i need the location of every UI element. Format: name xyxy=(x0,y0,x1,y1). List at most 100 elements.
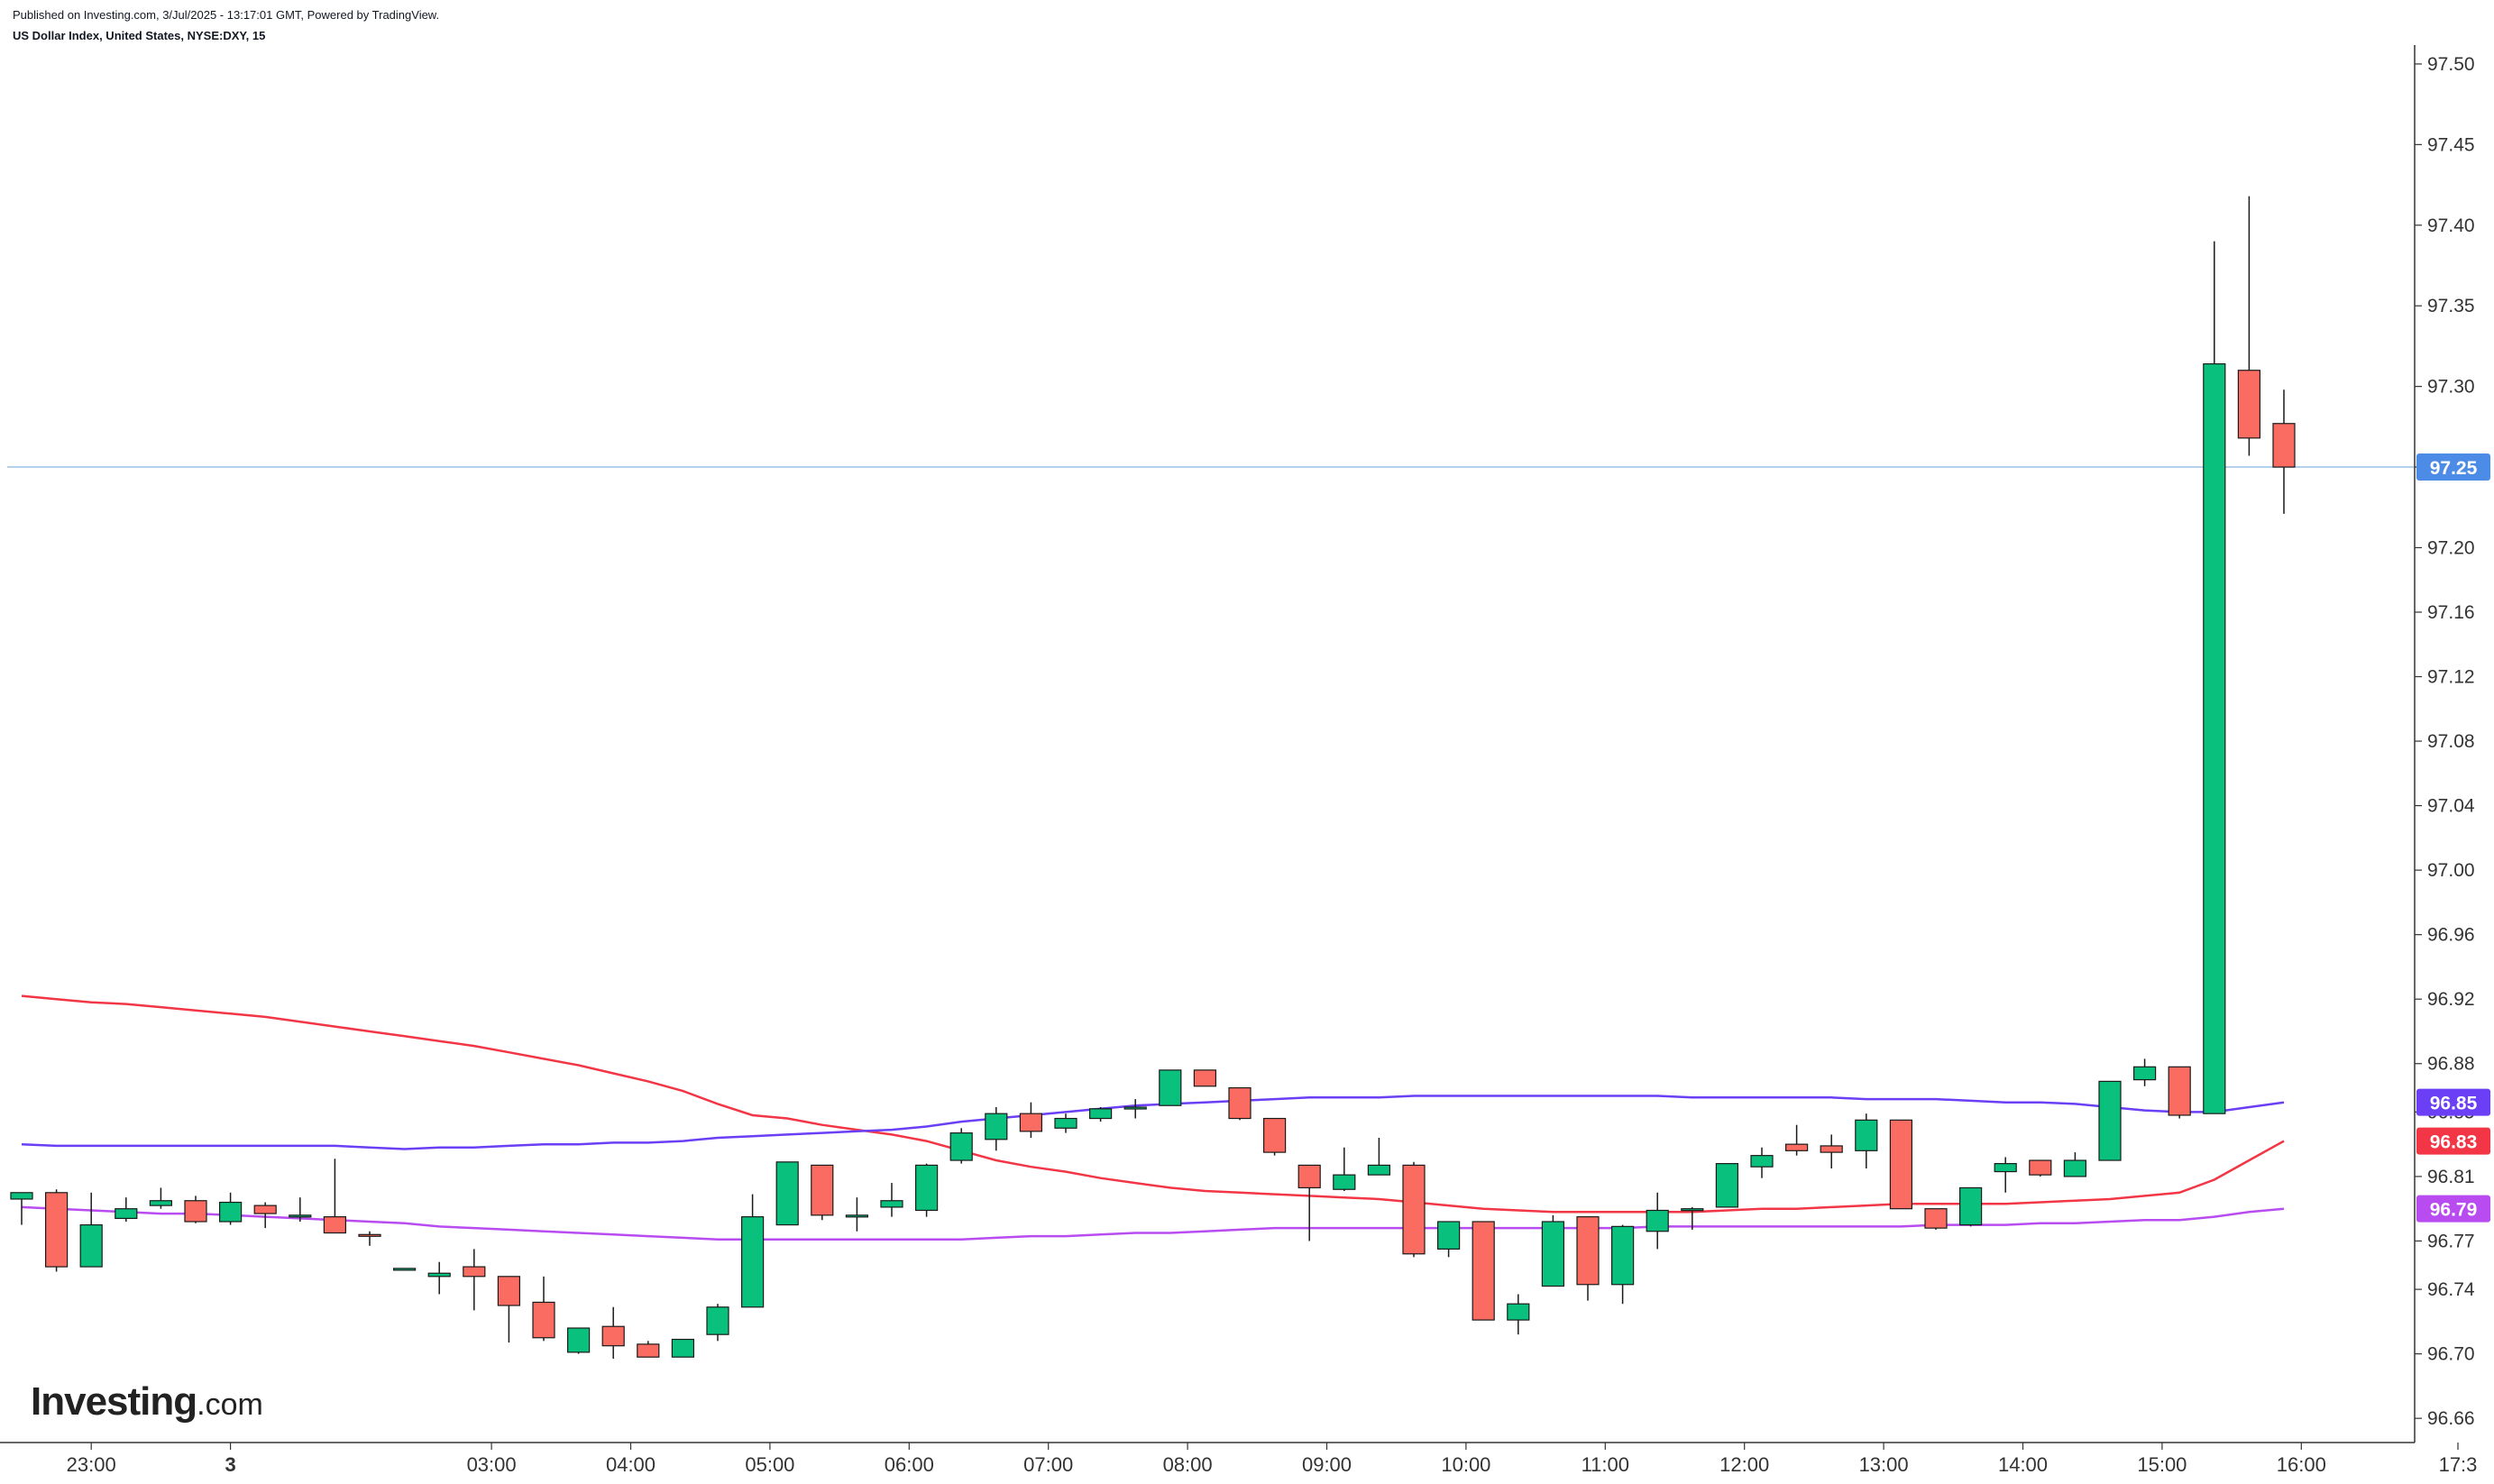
y-tick-label: 97.50 xyxy=(2427,54,2475,75)
y-tick-label: 97.20 xyxy=(2427,537,2475,558)
candle-body-up xyxy=(149,1200,172,1206)
candle xyxy=(1402,1161,1426,1258)
price-badge-bg xyxy=(2416,1195,2490,1223)
candle xyxy=(1262,1117,1287,1156)
candle-body-up xyxy=(1855,1119,1878,1151)
candle-body-down xyxy=(1889,1119,1912,1210)
candle xyxy=(79,1192,103,1268)
candle-body-up xyxy=(115,1208,138,1220)
candle xyxy=(2029,1159,2052,1177)
candle-body-up xyxy=(1959,1186,1983,1226)
candle-body-up xyxy=(2133,1066,2157,1081)
candle-body-down xyxy=(1784,1143,1809,1151)
candle xyxy=(1507,1294,1530,1335)
candle xyxy=(740,1194,765,1308)
candle-body-down xyxy=(1297,1164,1321,1189)
candle xyxy=(845,1197,869,1232)
candle-body-up xyxy=(1507,1303,1530,1321)
candle-body-up xyxy=(427,1272,451,1278)
y-tick-label: 97.30 xyxy=(2427,377,2475,398)
candle xyxy=(2063,1152,2086,1177)
candle xyxy=(1681,1206,1704,1230)
candle xyxy=(2098,1080,2122,1161)
candle-body-down xyxy=(1019,1113,1043,1132)
x-tick-label: 03:00 xyxy=(467,1453,517,1476)
candle-body-down xyxy=(601,1325,625,1347)
candle-body-down xyxy=(358,1233,381,1237)
candle-body-up xyxy=(985,1113,1008,1140)
candle xyxy=(2237,196,2260,456)
candle-body-up xyxy=(2203,362,2226,1114)
ma-purple-line xyxy=(21,1205,2285,1241)
candle xyxy=(10,1192,33,1225)
axes: 97.50 97.45 97.40 97.35 97.30 97.25 97.20 97.16… xyxy=(0,45,2477,1476)
candle xyxy=(532,1276,555,1342)
symbol-title: US Dollar Index, United States, NYSE:DXY… xyxy=(13,29,266,42)
x-tick-label: 09:00 xyxy=(1302,1453,1352,1476)
candle-body-up xyxy=(219,1201,243,1223)
candle-body-up xyxy=(289,1214,312,1218)
price-badge-label: 96.79 xyxy=(2430,1200,2478,1221)
candle-body-up xyxy=(706,1306,729,1335)
x-tick-label: 10:00 xyxy=(1441,1453,1490,1476)
investing-logo[interactable]: Investing.com xyxy=(31,1379,263,1424)
candle-body-up xyxy=(1333,1174,1356,1190)
candle xyxy=(1646,1192,1669,1250)
price-badge-bg xyxy=(2416,1088,2490,1116)
candle xyxy=(393,1268,417,1271)
candle xyxy=(1889,1119,1912,1210)
candle-body-down xyxy=(1924,1208,1948,1229)
x-tick-label: 04:00 xyxy=(606,1453,656,1476)
candle-body-up xyxy=(2063,1159,2086,1177)
candle xyxy=(44,1189,69,1272)
candle-body-down xyxy=(463,1266,486,1278)
candle-body-down xyxy=(1820,1145,1843,1153)
candle-body-up xyxy=(1750,1155,1774,1168)
candle-body-up xyxy=(740,1216,765,1308)
candle xyxy=(2203,241,2226,1114)
candle xyxy=(1159,1069,1182,1106)
price-badge-label: 96.85 xyxy=(2430,1094,2478,1114)
candle xyxy=(463,1249,486,1311)
candle xyxy=(671,1338,695,1358)
y-tick-label: 96.92 xyxy=(2427,989,2475,1010)
candle xyxy=(811,1164,834,1221)
y-tick-label: 96.77 xyxy=(2427,1231,2475,1251)
candle xyxy=(1784,1124,1809,1156)
candle-body-down xyxy=(811,1164,834,1216)
x-tick-label: 23:00 xyxy=(67,1453,116,1476)
price-badge-bg xyxy=(2416,453,2490,481)
candle xyxy=(2168,1066,2191,1119)
candle-body-down xyxy=(1472,1221,1495,1321)
candle-body-up xyxy=(1541,1221,1565,1287)
candle-body-down xyxy=(323,1216,346,1234)
x-tick-label: 08:00 xyxy=(1163,1453,1213,1476)
candle xyxy=(1228,1086,1252,1121)
y-tick-label: 96.81 xyxy=(2427,1167,2475,1187)
candle-body-down xyxy=(2272,423,2296,468)
candle xyxy=(706,1304,729,1342)
candle xyxy=(1924,1208,1948,1230)
candle xyxy=(219,1192,243,1225)
candle-body-up xyxy=(566,1327,591,1353)
candle xyxy=(2133,1058,2157,1086)
candle xyxy=(1994,1157,2017,1193)
price-badge-bg xyxy=(2416,1127,2490,1155)
logo-suffix: .com xyxy=(197,1388,263,1422)
candle xyxy=(1333,1147,1356,1192)
price-badge: 96.83 xyxy=(2416,1127,2490,1155)
candle xyxy=(1541,1214,1565,1287)
y-tick-label: 97.12 xyxy=(2427,667,2475,688)
candle-body-up xyxy=(949,1132,973,1161)
ma-blue-line xyxy=(21,1095,2285,1150)
y-tick-label: 97.16 xyxy=(2427,602,2475,623)
candle-body-down xyxy=(532,1301,555,1339)
candle xyxy=(1959,1186,1983,1227)
candle-body-up xyxy=(79,1223,103,1268)
x-tick-label: 07:00 xyxy=(1023,1453,1073,1476)
publish-info: Published on Investing.com, 3/Jul/2025 -… xyxy=(13,8,440,22)
candle xyxy=(184,1195,207,1223)
candle-body-up xyxy=(1715,1163,1739,1208)
y-tick-label: 96.88 xyxy=(2427,1054,2475,1075)
